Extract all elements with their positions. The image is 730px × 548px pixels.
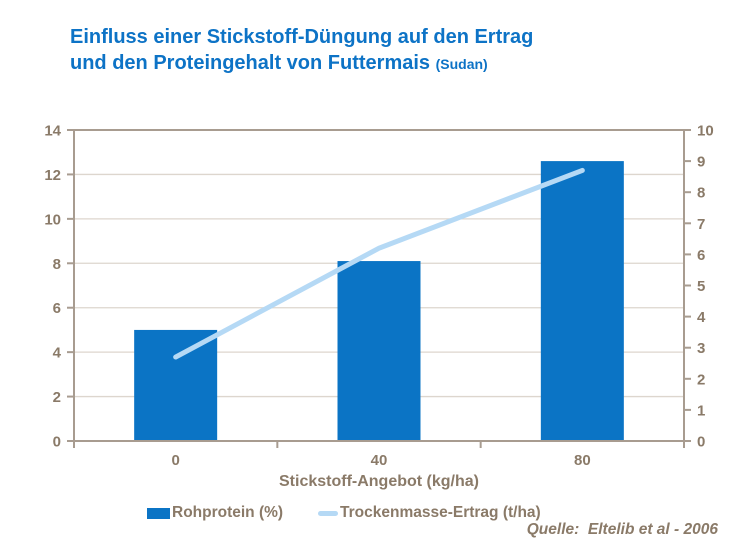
legend-label-trockenmasse: Trockenmasse-Ertrag (t/ha)	[340, 504, 541, 521]
left-axis-label: 14	[44, 123, 61, 140]
left-axis-label: 6	[53, 300, 61, 317]
bar-rohprotein	[134, 329, 218, 441]
bar-swatch-icon	[147, 507, 170, 519]
chart-title-line2: und den Proteingehalt von Futtermais	[70, 52, 431, 74]
left-axis-label: 10	[44, 211, 61, 228]
x-category-label: 80	[574, 452, 591, 469]
x-category-label: 0	[171, 452, 179, 469]
right-axis-label: 6	[697, 247, 705, 264]
chart-title-suffix: (Sudan)	[435, 56, 488, 72]
line-swatch-icon	[318, 510, 338, 516]
right-axis-label: 1	[697, 402, 705, 419]
left-axis-label: 4	[53, 345, 62, 362]
left-axis-label: 8	[53, 256, 61, 273]
right-axis-label: 7	[697, 216, 705, 233]
legend: Rohprotein (%) Trockenmasse-Ertrag (t/ha…	[0, 503, 730, 523]
bar-rohprotein	[540, 161, 624, 441]
left-axis-label: 0	[53, 434, 61, 451]
right-axis-label: 3	[697, 340, 705, 357]
x-axis-title: Stickstoff-Angebot (kg/ha)	[279, 473, 479, 490]
right-axis-label: 4	[697, 309, 706, 326]
legend-item-rohprotein: Rohprotein (%)	[147, 503, 283, 523]
right-axis-label: 10	[697, 123, 714, 140]
source-note: Quelle: Eltelib et al - 2006	[526, 521, 718, 538]
right-axis-label: 5	[697, 278, 705, 295]
legend-label-rohprotein: Rohprotein (%)	[172, 504, 284, 521]
chart-title: Einfluss einer Stickstoff-Düngung auf de…	[70, 24, 670, 77]
right-axis-label: 9	[697, 154, 705, 171]
chart-title-line1: Einfluss einer Stickstoff-Düngung auf de…	[70, 26, 534, 48]
left-axis-label: 2	[53, 389, 61, 406]
bar-rohprotein	[337, 261, 421, 441]
x-category-label: 40	[371, 452, 388, 469]
trockenmasse-line	[173, 167, 585, 360]
right-axis-label: 2	[697, 371, 705, 388]
right-axis-label: 0	[697, 434, 705, 451]
right-axis-label: 8	[697, 185, 705, 202]
left-axis-label: 12	[44, 167, 61, 184]
legend-item-trockenmasse: Trockenmasse-Ertrag (t/ha)	[318, 503, 541, 523]
